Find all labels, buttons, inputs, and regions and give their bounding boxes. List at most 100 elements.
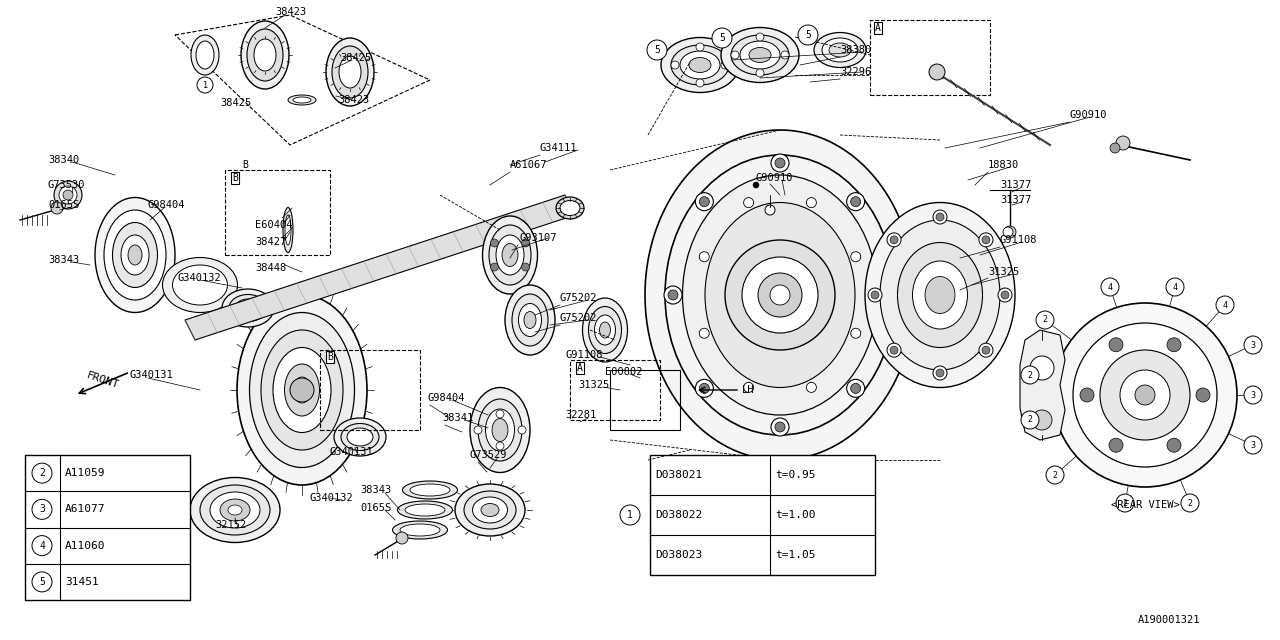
Text: G98404: G98404 xyxy=(428,393,466,403)
Circle shape xyxy=(1036,311,1053,329)
Text: 32296: 32296 xyxy=(840,67,872,77)
Circle shape xyxy=(490,263,498,271)
Text: 32281: 32281 xyxy=(564,410,596,420)
Circle shape xyxy=(1166,278,1184,296)
Ellipse shape xyxy=(497,235,524,275)
Circle shape xyxy=(291,378,314,402)
Ellipse shape xyxy=(332,46,369,98)
Circle shape xyxy=(882,290,892,300)
Ellipse shape xyxy=(822,38,858,62)
Ellipse shape xyxy=(326,38,374,106)
Ellipse shape xyxy=(502,243,518,266)
Circle shape xyxy=(1032,410,1052,430)
Circle shape xyxy=(712,28,732,48)
Bar xyxy=(570,360,660,420)
Text: G34111: G34111 xyxy=(540,143,577,153)
Ellipse shape xyxy=(339,56,361,88)
Ellipse shape xyxy=(481,504,499,516)
Ellipse shape xyxy=(229,294,268,321)
Circle shape xyxy=(742,257,818,333)
Text: 3: 3 xyxy=(1251,390,1256,399)
Circle shape xyxy=(1080,388,1094,402)
Text: 31325: 31325 xyxy=(579,380,609,390)
Circle shape xyxy=(933,366,947,380)
Ellipse shape xyxy=(485,409,515,451)
Text: G75202: G75202 xyxy=(561,313,598,323)
Circle shape xyxy=(1030,356,1053,380)
Bar xyxy=(320,350,420,430)
Circle shape xyxy=(1244,336,1262,354)
Circle shape xyxy=(979,343,993,357)
Text: 38425: 38425 xyxy=(220,98,251,108)
Text: G90910: G90910 xyxy=(756,173,794,183)
Ellipse shape xyxy=(506,285,556,355)
Ellipse shape xyxy=(293,97,311,103)
Circle shape xyxy=(1244,436,1262,454)
Ellipse shape xyxy=(189,477,280,543)
Text: 3: 3 xyxy=(40,504,45,515)
Circle shape xyxy=(696,79,704,87)
Circle shape xyxy=(1004,227,1012,237)
Ellipse shape xyxy=(594,315,616,345)
Ellipse shape xyxy=(410,484,451,496)
Text: 0165S: 0165S xyxy=(360,503,392,513)
Circle shape xyxy=(1110,143,1120,153)
Circle shape xyxy=(846,193,865,211)
Ellipse shape xyxy=(881,220,1000,370)
Ellipse shape xyxy=(173,265,228,305)
Ellipse shape xyxy=(122,235,148,275)
Text: G73530: G73530 xyxy=(49,180,86,190)
Ellipse shape xyxy=(95,198,175,312)
Ellipse shape xyxy=(404,504,445,516)
Text: 32152: 32152 xyxy=(215,520,246,530)
Ellipse shape xyxy=(285,215,291,245)
Ellipse shape xyxy=(582,298,627,362)
Circle shape xyxy=(724,240,835,350)
Text: 3: 3 xyxy=(1251,440,1256,449)
Text: 5: 5 xyxy=(654,45,660,55)
Ellipse shape xyxy=(660,38,739,93)
Text: G340132: G340132 xyxy=(310,493,353,503)
Ellipse shape xyxy=(731,35,788,75)
Text: 38423: 38423 xyxy=(275,7,306,17)
Bar xyxy=(611,370,680,430)
Circle shape xyxy=(51,202,63,214)
Circle shape xyxy=(868,288,882,302)
Ellipse shape xyxy=(237,295,367,485)
Ellipse shape xyxy=(399,524,440,536)
Circle shape xyxy=(646,40,667,60)
Ellipse shape xyxy=(113,223,157,287)
Text: A11060: A11060 xyxy=(65,541,105,550)
Text: G93107: G93107 xyxy=(520,233,558,243)
Ellipse shape xyxy=(334,418,387,456)
Ellipse shape xyxy=(128,245,142,265)
Text: 3: 3 xyxy=(1251,340,1256,349)
Circle shape xyxy=(54,181,82,209)
Circle shape xyxy=(982,346,989,354)
Circle shape xyxy=(1116,136,1130,150)
Text: 4: 4 xyxy=(1172,282,1178,291)
Ellipse shape xyxy=(465,491,516,529)
Text: A: A xyxy=(876,23,881,33)
Ellipse shape xyxy=(740,41,780,69)
Bar xyxy=(650,455,876,575)
Circle shape xyxy=(521,239,530,247)
Text: 0165S: 0165S xyxy=(49,200,79,210)
Circle shape xyxy=(32,463,52,483)
Circle shape xyxy=(699,328,709,339)
Circle shape xyxy=(699,383,709,394)
Ellipse shape xyxy=(210,492,260,528)
Circle shape xyxy=(32,536,52,556)
Text: <REAR VIEW>: <REAR VIEW> xyxy=(1111,500,1179,510)
Ellipse shape xyxy=(599,322,611,338)
Circle shape xyxy=(851,196,860,207)
Ellipse shape xyxy=(477,399,522,461)
Circle shape xyxy=(497,442,504,450)
Ellipse shape xyxy=(273,348,332,433)
Circle shape xyxy=(1167,338,1181,352)
Text: 38340: 38340 xyxy=(49,155,79,165)
Circle shape xyxy=(664,286,682,304)
Ellipse shape xyxy=(228,505,242,515)
Circle shape xyxy=(887,233,901,247)
Text: 2: 2 xyxy=(1123,499,1128,508)
